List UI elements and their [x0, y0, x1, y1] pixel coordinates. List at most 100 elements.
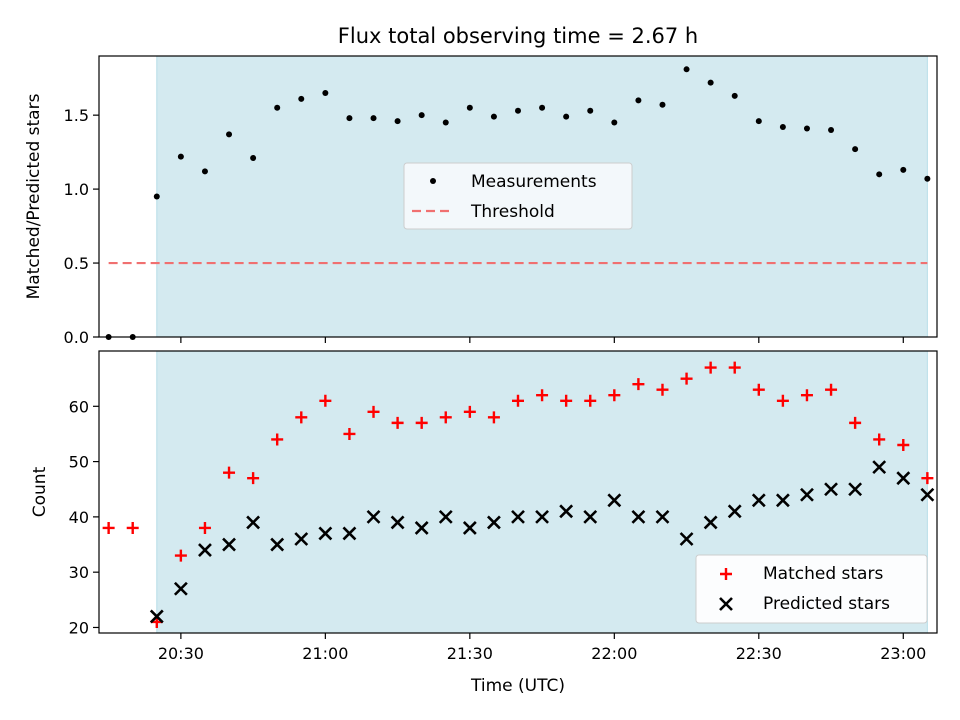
ratio-legend: Measurements Threshold	[403, 162, 633, 230]
matched-star-marker	[584, 394, 597, 407]
legend-box	[403, 162, 633, 230]
matched-star-marker	[800, 389, 813, 402]
legend-measurements-label: Measurements	[471, 172, 597, 192]
measurement-point	[539, 104, 546, 111]
measurement-point	[803, 125, 810, 132]
measurement-point	[611, 119, 618, 126]
predicted-star-marker	[487, 515, 501, 530]
predicted-star-marker	[270, 537, 285, 552]
predicted-star-marker	[222, 537, 236, 552]
x-tick-label: 21:30	[447, 644, 493, 663]
measurement-point	[346, 115, 353, 122]
predicted-star-marker	[703, 515, 718, 530]
matched-star-marker	[439, 411, 452, 424]
x-tick-label: 22:30	[736, 644, 782, 663]
measurement-point	[563, 113, 570, 120]
measurement-point	[515, 107, 521, 114]
measurement-point	[779, 123, 786, 130]
matched-star-marker	[343, 427, 356, 440]
predicted-star-marker	[775, 493, 790, 508]
predicted-star-marker	[727, 504, 742, 519]
measurement-point	[274, 104, 281, 111]
measurement-point	[298, 95, 305, 102]
measurement-point	[153, 193, 160, 200]
x-axis-label: Time (UTC)	[470, 676, 565, 696]
matched-star-marker	[198, 521, 211, 534]
x-tick-label: 21:00	[302, 644, 348, 663]
y-tick-label: 0.0	[64, 328, 89, 347]
count-panel: 20 30 40 50 60 20:30 21:00 21:30 22:00 22:30 23:0…	[30, 350, 938, 696]
matched-star-marker	[126, 521, 139, 534]
matched-star-marker	[752, 383, 765, 396]
measurement-point	[442, 119, 449, 126]
y-tick-label: 1.5	[64, 106, 89, 125]
matched-star-marker	[174, 549, 187, 562]
y-tick-label: 30	[69, 563, 89, 582]
measurement-point	[731, 92, 738, 99]
predicted-star-marker	[535, 509, 549, 524]
predicted-star-marker	[294, 532, 309, 546]
measurement-point	[370, 115, 377, 122]
matched-star-marker	[849, 416, 862, 429]
predicted-star-marker	[655, 509, 670, 524]
measurement-point	[707, 79, 714, 86]
matched-star-marker	[247, 472, 260, 485]
ratio-panel: 0.0 0.5 1.0 1.5 Matched/Predicted stars Mea…	[24, 55, 938, 347]
measurement-point	[876, 171, 883, 178]
predicted-star-marker	[438, 509, 453, 524]
y-tick-label: 40	[69, 508, 89, 527]
measurement-point	[587, 107, 594, 114]
x-tick-label: 20:30	[158, 644, 204, 663]
count-marks	[102, 361, 935, 628]
matched-star-marker	[295, 411, 308, 424]
matched-star-marker	[776, 394, 789, 407]
chart-title: Flux total observing time = 2.67 h	[338, 24, 698, 48]
legend-threshold-label: Threshold	[470, 202, 555, 222]
legend-measurement-marker	[430, 178, 436, 184]
predicted-star-marker	[848, 482, 863, 497]
predicted-star-marker	[246, 515, 261, 530]
predicted-star-marker	[342, 526, 357, 541]
y-tick-label: 0.5	[64, 254, 89, 273]
count-y-ticks: 20 30 40 50 60	[69, 397, 99, 637]
x-tick-label: 23:00	[880, 644, 926, 663]
matched-star-marker	[632, 378, 645, 391]
ratio-x-ticks	[180, 337, 904, 343]
predicted-star-marker	[559, 504, 574, 519]
y-tick-label: 1.0	[64, 180, 89, 199]
measurement-point	[852, 146, 859, 153]
predicted-star-marker	[607, 493, 622, 508]
matched-star-marker	[704, 361, 717, 374]
matched-star-marker	[921, 472, 934, 485]
legend-matched-label: Matched stars	[763, 564, 883, 584]
count-y-axis-label: Count	[30, 466, 50, 517]
measurement-point	[466, 104, 473, 111]
ratio-y-ticks: 0.0 0.5 1.0 1.5	[64, 106, 99, 347]
matched-star-marker	[271, 433, 284, 446]
legend-predicted-label: Predicted stars	[763, 594, 890, 614]
predicted-star-marker	[824, 482, 838, 497]
measurement-point	[924, 175, 931, 182]
measurement-point	[226, 131, 233, 138]
measurement-point	[683, 66, 690, 73]
matched-star-marker	[463, 405, 476, 418]
matched-star-marker	[608, 389, 621, 402]
predicted-star-marker	[679, 532, 694, 546]
ratio-marks	[105, 66, 931, 340]
legend-predicted-marker	[719, 597, 733, 611]
y-tick-label: 20	[69, 618, 89, 637]
ratio-y-axis-label: Matched/Predicted stars	[24, 93, 44, 299]
matched-star-marker	[487, 411, 500, 424]
x-tick-label: 22:00	[591, 644, 637, 663]
measurement-point	[250, 155, 257, 162]
measurement-point	[635, 97, 642, 104]
matched-star-marker	[512, 394, 524, 407]
predicted-star-marker	[149, 609, 164, 624]
predicted-star-marker	[583, 509, 598, 524]
matched-star-marker	[536, 389, 549, 402]
measurement-point	[177, 153, 184, 160]
count-x-ticks: 20:30 21:00 21:30 22:00 22:30 23:00	[158, 633, 926, 663]
y-tick-label: 60	[69, 397, 89, 416]
predicted-star-marker	[414, 521, 429, 535]
